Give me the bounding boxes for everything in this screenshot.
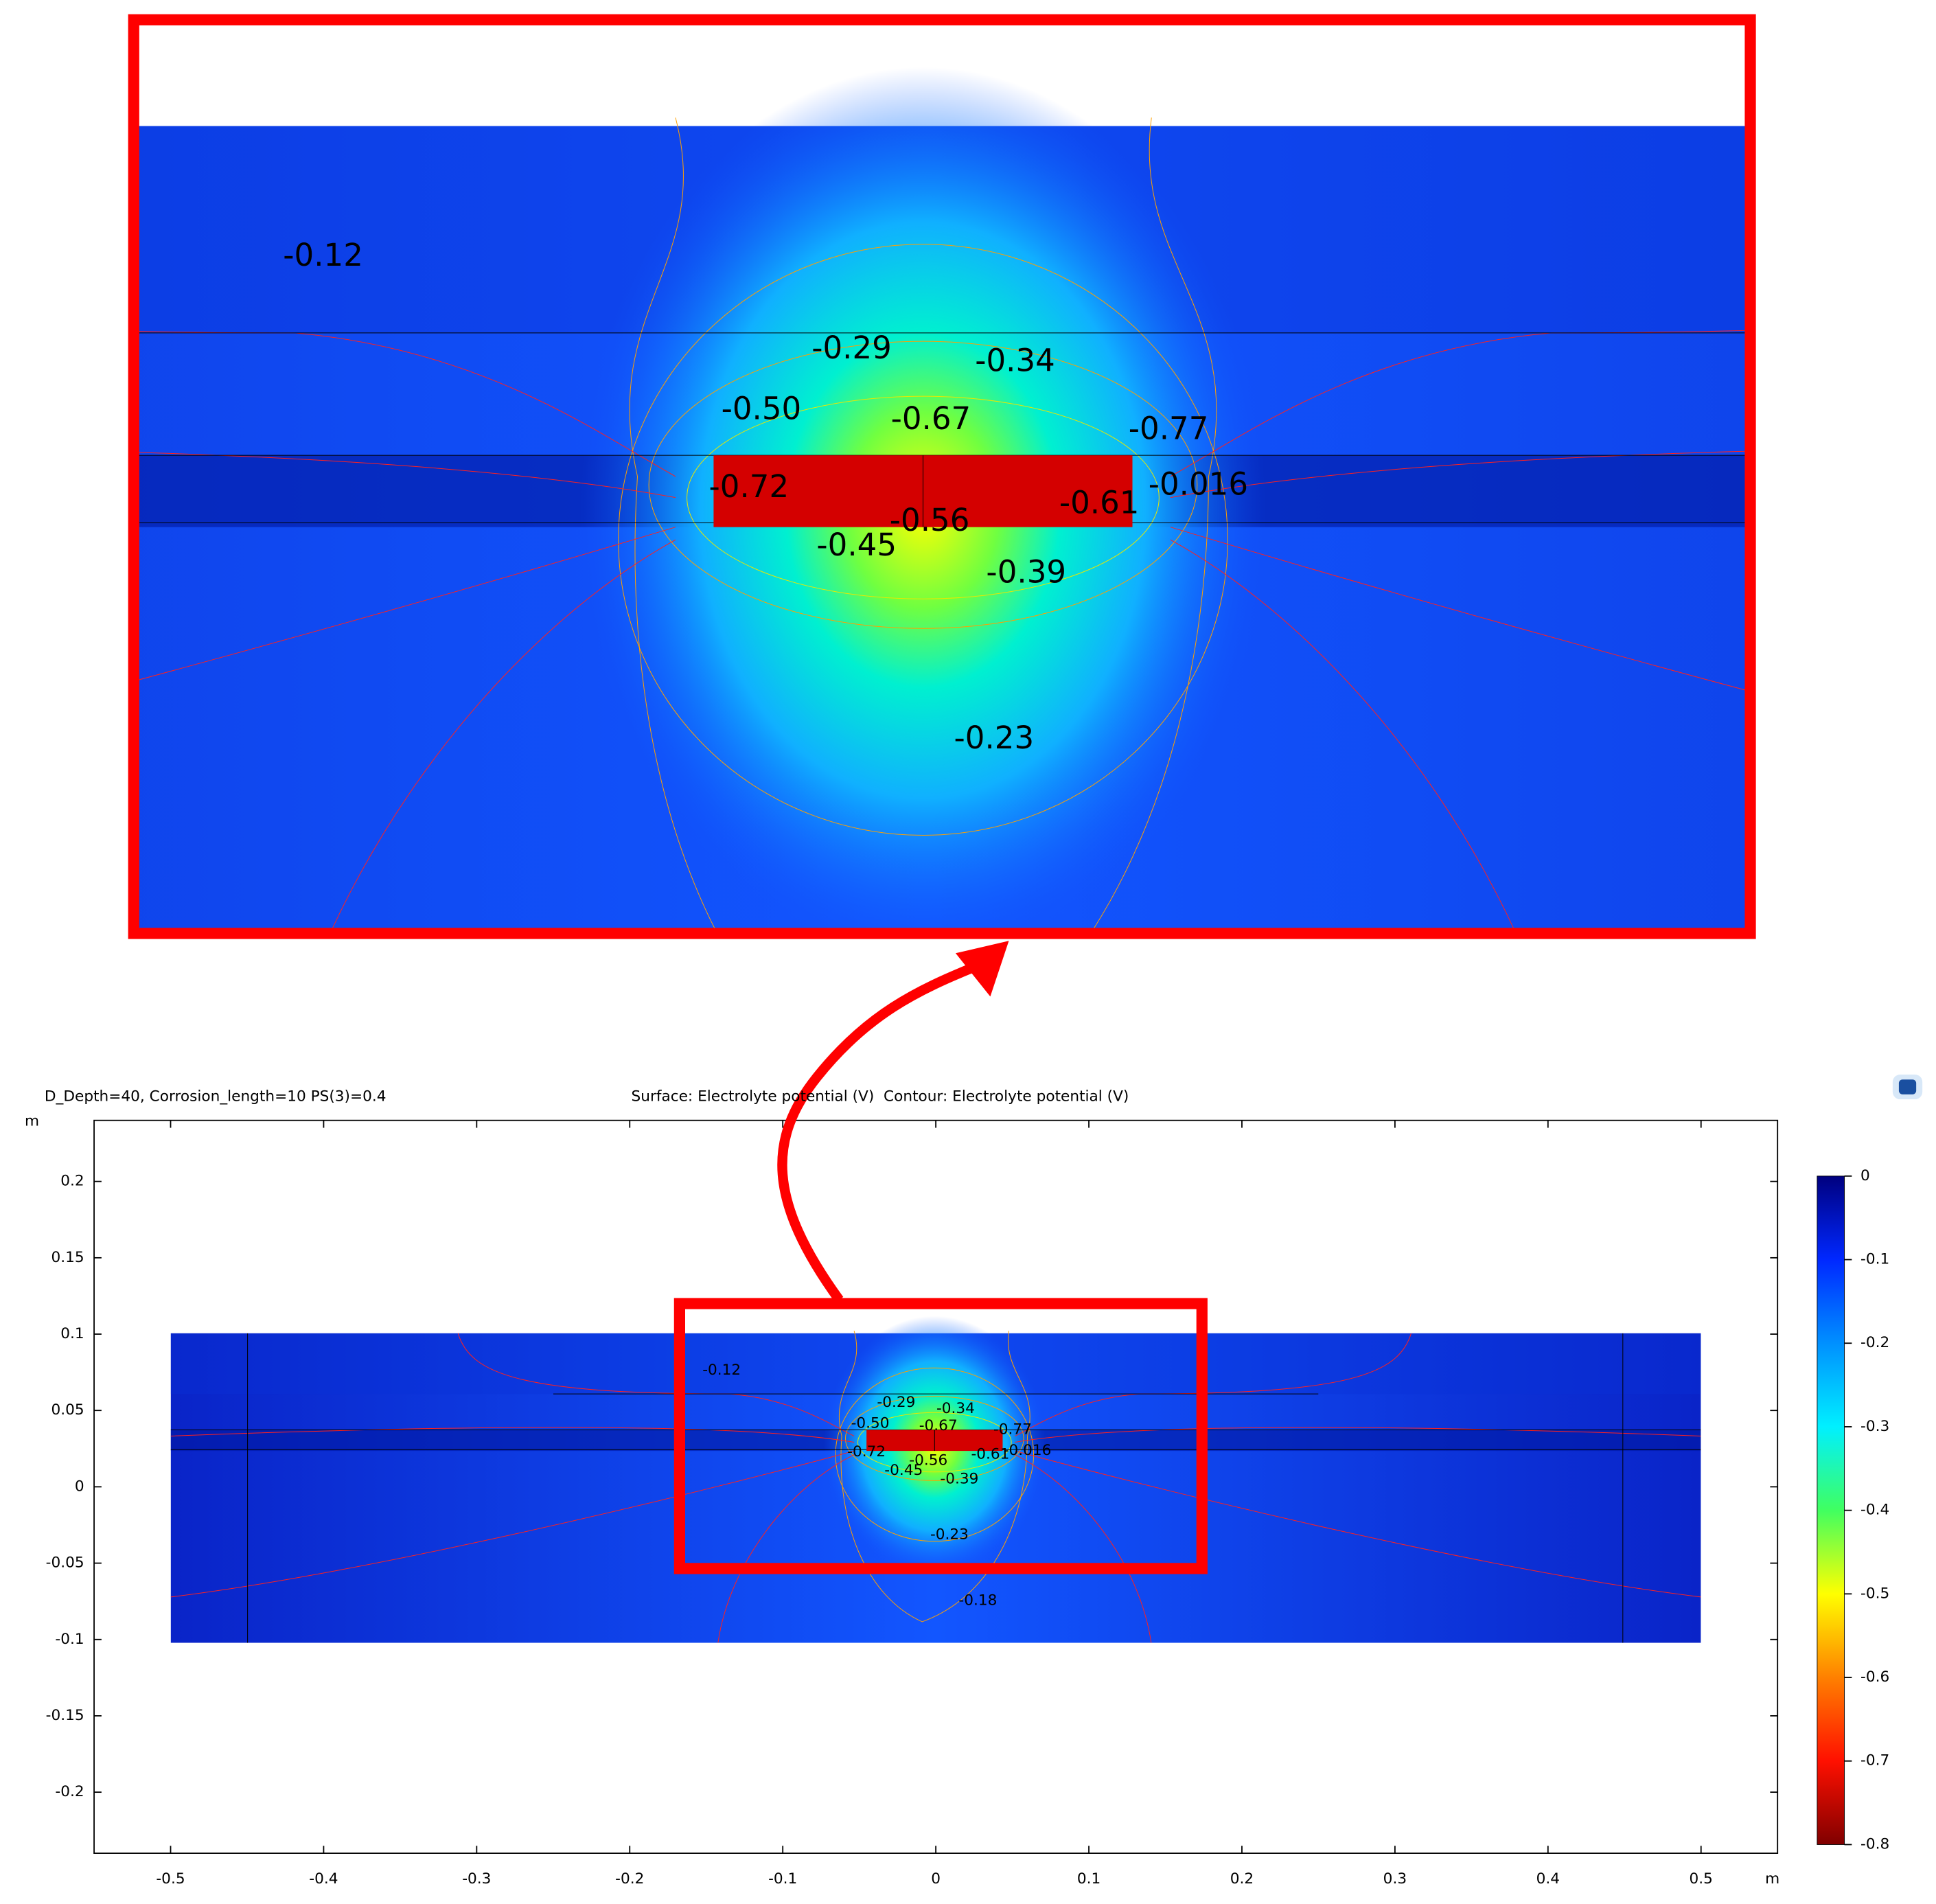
zoom-region bbox=[673, 1298, 1208, 1574]
colorbar-tick-label: -0.5 bbox=[1860, 1585, 1889, 1602]
x-tick-label: -0.3 bbox=[462, 1870, 491, 1888]
colorbar-tick-label: -0.4 bbox=[1860, 1502, 1889, 1519]
contour-label: -0.72 bbox=[847, 1443, 886, 1460]
inset-contour-label: -0.45 bbox=[816, 527, 897, 563]
y-tick-label: 0.2 bbox=[60, 1173, 84, 1190]
x-tick-label: 0.1 bbox=[1077, 1870, 1100, 1888]
y-tick-label: 0.15 bbox=[51, 1249, 84, 1266]
y-tick-label: -0.15 bbox=[46, 1707, 84, 1724]
y-tick-label: 0 bbox=[75, 1478, 84, 1495]
inset-contour-label: -0.016 bbox=[1149, 466, 1248, 503]
y-tick-label: 0.1 bbox=[60, 1325, 84, 1342]
plot-title: Surface: Electrolyte potential (V) Conto… bbox=[632, 1088, 1129, 1105]
y-tick-label: -0.1 bbox=[55, 1631, 84, 1648]
x-tick-label: -0.5 bbox=[156, 1870, 185, 1888]
contour-label: -0.67 bbox=[919, 1417, 958, 1434]
x-tick-label: -0.2 bbox=[615, 1870, 644, 1888]
contour-label: -0.56 bbox=[909, 1452, 947, 1469]
x-tick-label: 0.4 bbox=[1536, 1870, 1560, 1888]
contour-label: -0.39 bbox=[940, 1471, 978, 1488]
x-tick-label: -0.1 bbox=[768, 1870, 797, 1888]
colorbar-tick-label: -0.8 bbox=[1860, 1835, 1889, 1853]
inset-contour-label: -0.67 bbox=[891, 400, 971, 437]
y-unit: m bbox=[25, 1113, 39, 1130]
inset-contour-label: -0.56 bbox=[890, 502, 970, 538]
contour-label: -0.77 bbox=[993, 1421, 1032, 1438]
colorbar-tick-label: -0.3 bbox=[1860, 1418, 1889, 1435]
x-tick-label: -0.4 bbox=[309, 1870, 338, 1888]
colorbar bbox=[1817, 1175, 1845, 1845]
main-field bbox=[170, 1315, 1702, 1644]
contour-label: -0.016 bbox=[1004, 1442, 1052, 1459]
zoom-arrow bbox=[777, 961, 980, 1303]
contour-label: -0.50 bbox=[851, 1414, 890, 1432]
logo-icon-inner bbox=[1898, 1079, 1917, 1094]
inset-contour-label: -0.61 bbox=[1059, 485, 1140, 521]
y-tick-label: -0.2 bbox=[55, 1783, 84, 1800]
contour-label: -0.45 bbox=[884, 1462, 923, 1479]
inset-contour-label: -0.29 bbox=[811, 330, 892, 366]
inset-contour-label: -0.34 bbox=[975, 342, 1055, 378]
contour-label: -0.61 bbox=[971, 1446, 1009, 1463]
parameter-title: D_Depth=40, Corrosion_length=10 PS(3)=0.… bbox=[45, 1088, 387, 1105]
contour-label: -0.29 bbox=[877, 1394, 915, 1411]
inset-contour-label: -0.77 bbox=[1129, 410, 1209, 446]
inset-contour-label: -0.50 bbox=[722, 391, 802, 427]
arrow-head bbox=[955, 941, 1009, 997]
inset-contour-label: -0.39 bbox=[986, 554, 1066, 590]
contour-label: -0.18 bbox=[958, 1592, 997, 1609]
x-tick-label: 0.3 bbox=[1383, 1870, 1407, 1888]
y-tick-label: 0.05 bbox=[51, 1401, 84, 1419]
contour-label: -0.34 bbox=[936, 1400, 975, 1417]
contour-label: -0.12 bbox=[702, 1362, 741, 1379]
inset-view bbox=[0, 25, 1936, 1182]
x-unit: m bbox=[1765, 1870, 1779, 1888]
x-tick-label: 0 bbox=[931, 1870, 941, 1888]
colorbar-tick-label: -0.2 bbox=[1860, 1334, 1889, 1351]
inset-contour-label: -0.72 bbox=[709, 468, 790, 505]
y-tick-label: -0.05 bbox=[46, 1555, 84, 1572]
inset-contour-label: -0.23 bbox=[954, 720, 1035, 756]
inset-contour-label: -0.12 bbox=[283, 237, 363, 273]
colorbar-tick-label: -0.1 bbox=[1860, 1251, 1889, 1268]
colorbar-tick-label: -0.6 bbox=[1860, 1668, 1889, 1686]
x-tick-label: 0.5 bbox=[1690, 1870, 1713, 1888]
colorbar-tick-label: 0 bbox=[1860, 1167, 1870, 1184]
contour-label: -0.23 bbox=[930, 1526, 969, 1544]
inset-frame bbox=[128, 14, 1756, 939]
colorbar-tick-label: -0.7 bbox=[1860, 1752, 1889, 1769]
x-tick-label: 0.2 bbox=[1230, 1870, 1254, 1888]
